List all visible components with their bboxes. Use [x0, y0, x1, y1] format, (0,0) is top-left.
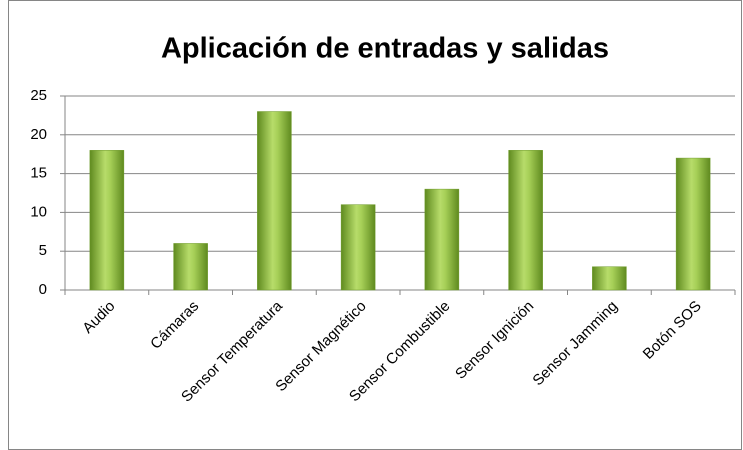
chart-title: Aplicación de entradas y salidas — [161, 33, 609, 65]
bar — [340, 204, 376, 291]
bar — [675, 157, 711, 291]
bar — [592, 266, 627, 291]
bar — [424, 188, 460, 291]
y-tick-label: 25 — [30, 87, 47, 104]
bar — [173, 243, 208, 291]
y-tick-label: 10 — [30, 203, 47, 220]
y-tick-label: 0 — [39, 281, 47, 298]
y-tick-label: 20 — [30, 126, 47, 143]
bar — [257, 111, 292, 291]
y-tick-label: 5 — [39, 242, 47, 259]
bar — [508, 150, 543, 291]
y-tick-label: 15 — [30, 165, 47, 182]
bar — [89, 150, 125, 291]
